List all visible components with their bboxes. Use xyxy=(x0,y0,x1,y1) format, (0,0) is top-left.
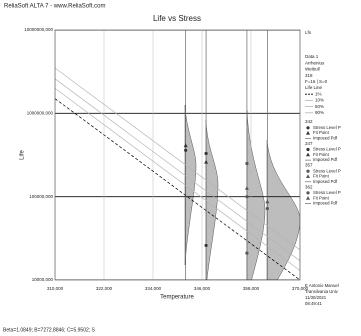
life-line xyxy=(55,98,300,280)
legend-label: Stress Level P xyxy=(313,190,341,195)
data-point xyxy=(204,159,209,164)
data-point xyxy=(204,151,208,156)
legend-swatch xyxy=(306,130,310,135)
header: ReliaSoft ALTA 7 - www.ReliaSoft.com xyxy=(4,4,105,10)
legend-info: Arrhenius xyxy=(305,60,325,65)
y-tick-label: 10000,000 xyxy=(32,277,54,282)
x-tick-label: 370,000 xyxy=(292,286,309,291)
y-axis-label: Life xyxy=(20,150,26,160)
x-tick-label: 310,000 xyxy=(47,286,64,291)
legend-label: Stress Level P xyxy=(313,125,341,130)
legend-swatch xyxy=(306,191,310,195)
legend-label: Imposed Pdf xyxy=(313,157,338,162)
y-tick-label: 10000000,000 xyxy=(24,27,53,32)
y-tick-label: 100000,000 xyxy=(29,194,53,199)
legend-label: Imposed Pdf xyxy=(313,201,338,206)
plot-area xyxy=(55,30,300,280)
plot-border xyxy=(54,29,301,281)
legend-swatch xyxy=(306,174,310,178)
x-tick-label: 322,000 xyxy=(96,286,113,291)
legend-swatch xyxy=(306,126,310,130)
data-point xyxy=(244,186,249,190)
legend-label: 357 xyxy=(305,163,313,168)
legend-info: F=16 | S=0 xyxy=(305,79,328,84)
chart-title: Life vs Stress xyxy=(153,14,201,23)
legend-label: 342 xyxy=(305,119,313,124)
legend-label: 90% xyxy=(315,110,324,115)
x-tick-label: 346,000 xyxy=(194,286,211,291)
x-axis-label: Temperature xyxy=(160,295,194,301)
signature: E Antonio Manuel xyxy=(305,283,339,288)
x-tick-label: 358,000 xyxy=(243,286,260,291)
legend-swatch xyxy=(306,147,310,152)
legend-info: 318 xyxy=(305,73,313,78)
signature: 11/30/2021 xyxy=(305,295,327,300)
legend-swatch xyxy=(306,152,310,157)
data-point xyxy=(245,195,249,199)
data-point xyxy=(204,243,208,248)
legend-label: 50% xyxy=(315,104,324,109)
legend-info: Data 1 xyxy=(305,54,319,59)
legend-label: 347 xyxy=(305,141,313,146)
x-tick-label: 334,000 xyxy=(145,286,162,291)
legend-label: Fit Point xyxy=(313,174,330,179)
life-line xyxy=(55,78,300,262)
legend-info: Weibull xyxy=(305,67,320,72)
signature: 08:49:41 xyxy=(305,301,322,306)
legend-label: Fit Point xyxy=(313,152,330,157)
legend-label: Fit Point xyxy=(313,195,330,200)
data-point xyxy=(245,161,249,166)
legend-info: Life Line xyxy=(305,85,323,90)
life-line xyxy=(55,67,300,251)
y-tick-label: 1000000,000 xyxy=(27,111,54,116)
legend-label: 1% xyxy=(315,91,322,96)
legend-label: Imposed Pdf xyxy=(313,179,338,184)
legend-swatch xyxy=(306,169,310,173)
life-line xyxy=(55,87,300,271)
legend-label: 10% xyxy=(315,98,324,103)
data-point xyxy=(265,199,270,204)
data-point xyxy=(184,148,188,152)
legend-label: Stress Level P xyxy=(313,168,341,173)
legend-swatch xyxy=(306,196,310,200)
legend-info: Lfs xyxy=(305,30,312,35)
data-point xyxy=(265,206,269,211)
legend-label: Stress Level P xyxy=(313,147,341,152)
signature: Transilvania Univ xyxy=(305,289,339,294)
legend-label: Imposed Pdf xyxy=(313,136,338,141)
legend-label: 362 xyxy=(305,184,313,189)
legend-label: Fit Point xyxy=(313,130,330,135)
status-bar: Beta=1.0849; B=7272.8846; C=5.9502; S xyxy=(3,327,96,333)
pdf-shape xyxy=(246,109,266,280)
data-point xyxy=(183,143,188,148)
data-point xyxy=(245,251,249,255)
